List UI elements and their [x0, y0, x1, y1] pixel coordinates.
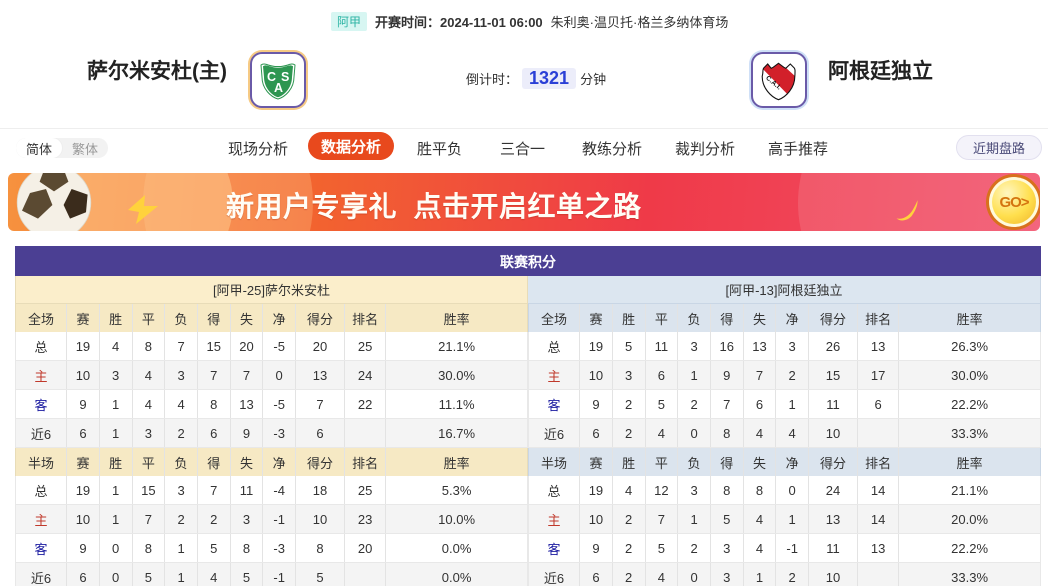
svg-text:A: A — [274, 81, 283, 95]
